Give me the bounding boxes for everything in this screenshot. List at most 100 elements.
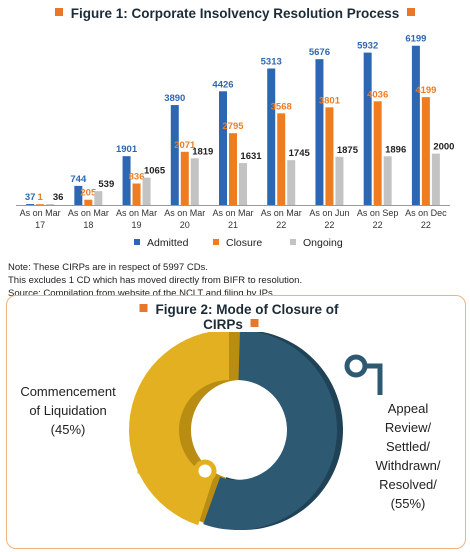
bar-closure <box>180 151 189 205</box>
x-tick-label: As on Sep <box>357 208 399 218</box>
note-line: Note: These CIRPs are in respect of 5997… <box>8 262 208 273</box>
bar-ongoing <box>383 156 392 205</box>
data-label-ongoing: 1875 <box>337 145 359 156</box>
data-label-admitted: 3890 <box>164 93 185 104</box>
note-line: Source: Compilation from website of the … <box>8 288 276 299</box>
bar-ongoing <box>287 160 296 205</box>
x-tick-label: 22 <box>324 220 334 230</box>
figure2-title: Figure 2: Mode of Closure of CIRPs <box>117 302 353 332</box>
bar-ongoing <box>335 156 344 205</box>
legend-label-admitted: Admitted <box>147 237 189 249</box>
x-tick-label: 22 <box>373 220 383 230</box>
bar-admitted <box>219 91 227 205</box>
legend-label-ongoing: Ongoing <box>303 237 343 249</box>
bar-closure <box>84 199 93 205</box>
data-label-ongoing: 1896 <box>385 144 406 155</box>
legend-swatch-ongoing <box>290 239 296 245</box>
figure1-title: Figure 1: Corporate Insolvency Resolutio… <box>0 6 470 21</box>
data-label-ongoing: 539 <box>98 179 114 190</box>
slice-label-liquidation: Commencement <box>20 384 116 399</box>
bar-admitted <box>26 204 35 205</box>
x-tick-label: As on Dec <box>405 208 447 218</box>
data-label-ongoing: 2000 <box>433 142 454 153</box>
bar-ongoing <box>190 158 199 205</box>
data-label-admitted: 4426 <box>212 79 233 90</box>
slice-label-resolved: Review/ <box>385 420 432 435</box>
data-label-closure: 2795 <box>222 121 244 132</box>
x-tick-label: As on Jun <box>309 208 349 218</box>
bar-closure <box>36 204 45 205</box>
connector-resolved <box>365 363 383 395</box>
slice-label-resolved: Withdrawn/ <box>375 458 440 473</box>
bar-admitted <box>74 185 83 205</box>
x-tick-label: 20 <box>180 220 190 230</box>
x-tick-label: As on Mar <box>116 208 157 218</box>
data-label-ongoing: 1819 <box>192 146 213 157</box>
bar-admitted <box>315 59 324 206</box>
figure1-title-text: Figure 1: Corporate Insolvency Resolutio… <box>70 6 400 21</box>
x-tick-label: As on Mar <box>164 208 205 218</box>
data-label-closure: 205 <box>80 188 97 199</box>
data-label-closure: 4036 <box>367 89 388 100</box>
data-label-admitted: 1901 <box>116 144 138 155</box>
bar-closure <box>373 101 382 205</box>
bar-closure <box>277 113 286 205</box>
data-label-ongoing: 1631 <box>240 151 262 162</box>
data-label-closure: 4199 <box>415 85 436 96</box>
data-label-closure: 836 <box>129 172 145 183</box>
x-tick-label: 22 <box>276 220 286 230</box>
bar-admitted <box>170 105 179 205</box>
donut-slice-resolved <box>203 330 337 530</box>
connector-liquidation <box>137 436 200 474</box>
bar-ongoing <box>431 153 440 205</box>
data-label-admitted: 37 <box>25 192 36 203</box>
data-label-admitted: 6199 <box>405 34 426 45</box>
bar-closure <box>229 133 237 205</box>
x-tick-label: 22 <box>421 220 431 230</box>
bar-ongoing <box>46 204 55 205</box>
data-label-ongoing: 1745 <box>289 148 311 159</box>
data-label-admitted: 5676 <box>309 47 330 58</box>
x-tick-label: As on Mar <box>212 208 253 218</box>
connector-dot <box>202 468 208 474</box>
x-tick-label: 19 <box>132 220 142 230</box>
connector-ring-resolved <box>344 354 368 378</box>
data-label-admitted: 744 <box>70 174 87 185</box>
data-label-closure: 1 <box>37 192 43 203</box>
slice-label-resolved: (55%) <box>391 496 426 511</box>
title-square-right <box>407 8 416 16</box>
x-tick-label: 18 <box>83 220 93 230</box>
bar-ongoing <box>94 191 103 205</box>
bar-admitted <box>411 45 420 205</box>
data-label-closure: 3801 <box>319 95 341 106</box>
data-label-closure: 2071 <box>174 140 196 151</box>
legend-swatch-closure <box>213 239 219 245</box>
bar-closure <box>132 183 141 205</box>
legend-swatch-admitted <box>134 239 140 245</box>
bar-closure <box>421 97 430 205</box>
x-tick-label: 17 <box>35 220 45 230</box>
slice-label-liquidation: of Liquidation <box>29 403 106 418</box>
legend-label-closure: Closure <box>226 237 262 249</box>
figure2-title-text: Figure 2: Mode of Closure of CIRPs <box>155 302 339 332</box>
bar-admitted <box>267 68 276 206</box>
slice-label-resolved: Resolved/ <box>379 477 437 492</box>
note-line: This excludes 1 CD which has moved direc… <box>8 275 303 286</box>
bar-admitted <box>122 156 131 205</box>
bar-ongoing <box>239 163 247 205</box>
data-label-ongoing: 36 <box>53 192 64 203</box>
bar-ongoing <box>142 177 151 205</box>
slice-label-resolved: Settled/ <box>386 439 430 454</box>
data-label-admitted: 5932 <box>357 41 378 52</box>
title-square-right <box>250 319 259 327</box>
x-tick-label: 21 <box>228 220 238 230</box>
figure1-notes: Note: These CIRPs are in respect of 5997… <box>8 261 302 300</box>
data-label-admitted: 5313 <box>261 56 282 67</box>
title-square-left <box>54 8 63 16</box>
data-label-ongoing: 1065 <box>144 166 166 177</box>
x-tick-label: As on Mar <box>261 208 302 218</box>
slice-label-resolved: Appeal <box>388 401 429 416</box>
title-square-left <box>139 304 148 312</box>
